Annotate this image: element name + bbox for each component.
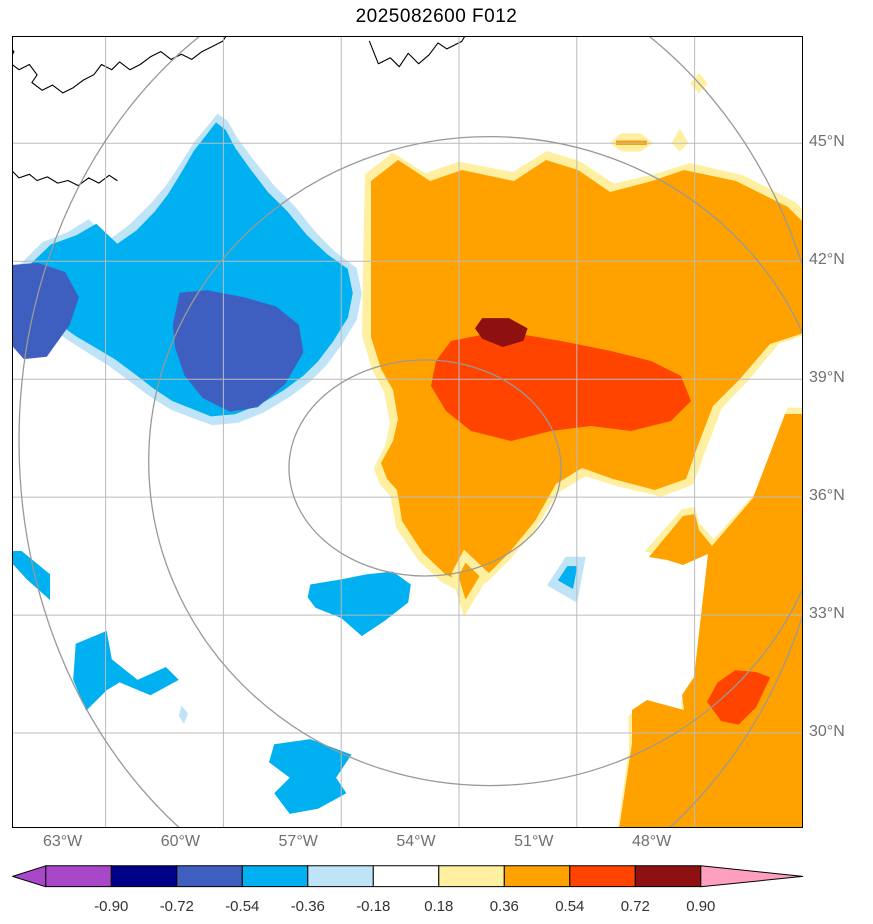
svg-text:-0.54: -0.54 [225,898,259,915]
svg-text:-0.18: -0.18 [356,898,390,915]
svg-text:-0.36: -0.36 [291,898,325,915]
svg-text:0.54: 0.54 [555,898,584,915]
svg-text:0.36: 0.36 [490,898,519,915]
svg-text:0.72: 0.72 [621,898,650,915]
svg-text:-0.90: -0.90 [94,898,128,915]
svg-text:0.18: 0.18 [424,898,453,915]
svg-text:-0.72: -0.72 [160,898,194,915]
svg-text:0.90: 0.90 [686,898,715,915]
